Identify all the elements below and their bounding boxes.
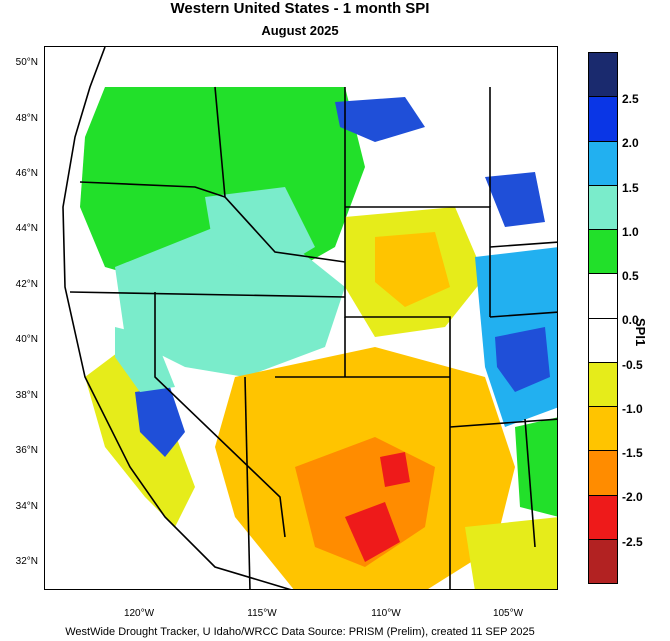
colorbar-segment (589, 53, 617, 98)
region-south-texas-yellow (465, 517, 557, 589)
region-south-plains-green (515, 417, 557, 517)
lon-label: 105°W (492, 608, 524, 619)
region-dakota-blue (485, 172, 545, 227)
colorbar-tick-label: 2.0 (622, 136, 639, 150)
colorbar-tick-label: 1.5 (622, 181, 639, 195)
colorbar-tick-label: 2.5 (622, 92, 639, 106)
lat-label: 42°N (15, 279, 38, 290)
lat-label: 44°N (15, 223, 38, 234)
colorbar-tick-label: 0.5 (622, 269, 639, 283)
state-borders (62, 47, 557, 589)
lat-label: 46°N (15, 168, 38, 179)
colorbar-segment (589, 230, 617, 275)
colorbar-segment (589, 495, 617, 540)
lat-label: 40°N (15, 334, 38, 345)
colorbar-tick-label: -1.5 (622, 446, 643, 460)
colorbar-segment (589, 97, 617, 142)
region-northern-plains-blue (335, 97, 425, 142)
lon-label: 120°W (123, 608, 155, 619)
region-great-basin-moist (115, 227, 345, 377)
region-sierra-blue (135, 387, 185, 457)
region-southwest-red (345, 502, 400, 562)
lon-label: 110°W (371, 608, 401, 619)
colorbar-segment (589, 407, 617, 452)
colorbar-tick-label: -2.5 (622, 535, 643, 549)
lat-label: 32°N (15, 556, 38, 567)
colorbar-segment (589, 274, 617, 319)
colorbar-segment (589, 318, 617, 363)
colorbar-tick-label: -1.0 (622, 402, 643, 416)
colorbar-tick-label: 1.0 (622, 225, 639, 239)
region-california-yellow (85, 347, 195, 527)
colorbar-segment (589, 539, 617, 583)
region-plains-blue (495, 327, 550, 392)
region-wyoming-orange (375, 232, 450, 307)
colorbar-tick-label: 0.0 (622, 313, 639, 327)
colorbar-segment (589, 362, 617, 407)
colorbar-segment (589, 185, 617, 230)
colorbar-tick-label: -0.5 (622, 358, 643, 372)
colorbar (588, 52, 618, 584)
lon-label: 115°W (247, 608, 277, 619)
region-southwest-red2 (380, 452, 410, 487)
colorbar-tick-label: -2.0 (622, 490, 643, 504)
lat-label: 50°N (15, 57, 38, 68)
map-footer: WestWide Drought Tracker, U Idaho/WRCC D… (65, 626, 535, 638)
region-california-cyan (115, 327, 175, 392)
lat-label: 34°N (15, 501, 38, 512)
lat-label: 48°N (15, 113, 38, 124)
lat-label: 36°N (15, 445, 38, 456)
colorbar-title: SPI1 (633, 318, 648, 347)
lat-label: 38°N (15, 390, 38, 401)
map-title: Western United States - 1 month SPI (170, 0, 430, 17)
colorbar-segment (589, 451, 617, 496)
spi-map (44, 46, 558, 590)
map-subtitle: August 2025 (261, 23, 339, 38)
spi-map-svg (62, 47, 557, 589)
colorbar-segment (589, 141, 617, 186)
